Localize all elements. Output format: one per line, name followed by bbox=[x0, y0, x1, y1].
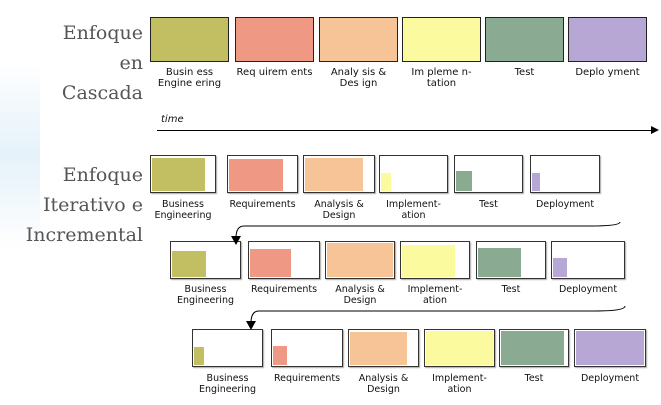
waterfall-phase-box bbox=[319, 17, 398, 62]
iteration-1-phase-box bbox=[150, 155, 216, 193]
iteration-1-phase-box bbox=[379, 155, 448, 193]
iteration-2-phase-label: Implement- ation bbox=[407, 284, 463, 306]
iterative-title: Enfoque Iterativo e Incremental bbox=[25, 164, 143, 246]
iteration-2-phase-label: Deployment bbox=[558, 284, 618, 295]
iteration-3-phase-box bbox=[574, 329, 646, 367]
iteration-1-phase-box bbox=[303, 155, 375, 193]
iteration-3-phase-label: Business Engineering bbox=[199, 373, 256, 395]
iteration-3-phase-label: Implement- ation bbox=[432, 373, 487, 395]
waterfall-phase-label: Analy sis & Des ign bbox=[330, 67, 387, 89]
iteration-3-phase-box bbox=[271, 329, 343, 367]
waterfall-title: Enfoque en Cascada bbox=[61, 22, 143, 104]
phase-effort-fill bbox=[456, 171, 472, 191]
iteration-3-phase-label: Test bbox=[524, 373, 544, 384]
iteration-2-phase-label: Analysis & Design bbox=[335, 284, 385, 306]
connector-1-arrowhead bbox=[231, 236, 241, 245]
phase-effort-fill bbox=[273, 346, 287, 365]
iteration-1-phase-box bbox=[454, 155, 523, 193]
waterfall-phase-box bbox=[402, 17, 481, 62]
iteration-2-phase-label: Requirements bbox=[250, 284, 318, 295]
iteration-3-phase-box bbox=[424, 329, 495, 367]
phase-effort-fill bbox=[576, 331, 644, 365]
phase-effort-fill bbox=[305, 158, 363, 191]
iteration-2-phase-label: Test bbox=[501, 284, 521, 295]
iteration-3-phase-label: Analysis & Design bbox=[358, 373, 409, 395]
iteration-2-phase-box bbox=[476, 241, 546, 279]
connector-1 bbox=[235, 221, 621, 239]
waterfall-phase-label: Req uirem ents bbox=[236, 67, 313, 78]
phase-effort-fill bbox=[327, 243, 393, 277]
time-axis-arrow bbox=[651, 126, 659, 134]
phase-effort-fill bbox=[478, 248, 521, 277]
phase-effort-fill bbox=[152, 158, 205, 191]
waterfall-phase-box bbox=[235, 17, 314, 62]
iteration-1-phase-box bbox=[530, 155, 600, 193]
iteration-1-phase-label: Requirements bbox=[229, 199, 296, 210]
iteration-1-phase-label: Implement- ation bbox=[386, 199, 441, 221]
iteration-2-phase-box bbox=[170, 241, 241, 279]
phase-effort-fill bbox=[350, 332, 407, 365]
iteration-2-phase-label: Business Engineering bbox=[177, 284, 234, 306]
time-axis-label: time bbox=[161, 114, 184, 125]
connector-2 bbox=[250, 305, 626, 324]
waterfall-phase-label: Busin ess Engine ering bbox=[157, 67, 222, 89]
phase-effort-fill bbox=[194, 347, 204, 365]
phase-effort-fill bbox=[229, 159, 283, 191]
iteration-1-phase-label: Test bbox=[479, 199, 498, 210]
iteration-3-phase-label: Requirements bbox=[273, 373, 341, 384]
phase-effort-fill bbox=[501, 331, 564, 365]
iteration-2-phase-box bbox=[248, 241, 320, 279]
iteration-3-phase-box bbox=[499, 329, 569, 367]
phase-effort-fill bbox=[426, 331, 493, 365]
phase-effort-fill bbox=[250, 249, 291, 277]
phase-effort-fill bbox=[402, 245, 455, 277]
iteration-2-phase-box bbox=[325, 241, 395, 279]
iteration-3-phase-box bbox=[348, 329, 419, 367]
phase-effort-fill bbox=[532, 173, 540, 191]
waterfall-phase-box bbox=[568, 17, 647, 62]
iteration-1-phase-box bbox=[227, 155, 298, 193]
time-axis-line bbox=[157, 130, 653, 131]
waterfall-phase-box bbox=[150, 17, 229, 62]
waterfall-phase-label: Im pleme n- tation bbox=[411, 67, 472, 89]
iteration-1-phase-label: Business Engineering bbox=[154, 199, 212, 221]
phase-effort-fill bbox=[172, 251, 206, 277]
iteration-3-phase-label: Deployment bbox=[580, 373, 640, 384]
watermark bbox=[0, 60, 40, 250]
waterfall-phase-box bbox=[485, 17, 564, 62]
connector-2-arrowhead bbox=[246, 321, 256, 330]
waterfall-phase-label: Deplo yment bbox=[575, 67, 640, 78]
waterfall-phase-label: Test bbox=[514, 67, 535, 78]
phase-effort-fill bbox=[553, 258, 567, 277]
phase-effort-fill bbox=[381, 173, 391, 191]
iteration-3-phase-box bbox=[192, 329, 263, 367]
iteration-1-phase-label: Analysis & Design bbox=[314, 199, 364, 221]
iteration-1-phase-label: Deployment bbox=[535, 199, 595, 210]
iteration-2-phase-box bbox=[400, 241, 470, 279]
iteration-2-phase-box bbox=[551, 241, 625, 279]
